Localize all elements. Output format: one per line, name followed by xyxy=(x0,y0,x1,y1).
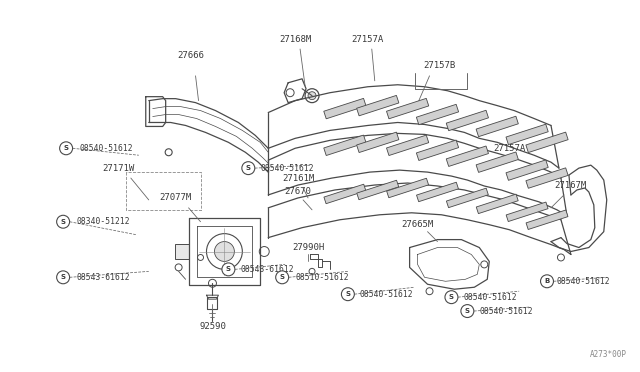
Text: 08340-51212: 08340-51212 xyxy=(76,217,130,226)
Circle shape xyxy=(60,142,72,155)
Circle shape xyxy=(222,263,235,276)
Text: 27157A: 27157A xyxy=(493,144,525,153)
Polygon shape xyxy=(506,160,548,180)
Text: S: S xyxy=(346,291,350,297)
Text: B: B xyxy=(545,278,550,284)
Text: 08540-51612: 08540-51612 xyxy=(479,307,533,315)
Text: 27171W: 27171W xyxy=(103,164,135,173)
Text: A273*00P: A273*00P xyxy=(589,350,627,359)
Polygon shape xyxy=(387,135,429,155)
Text: 08540-51612: 08540-51612 xyxy=(360,290,413,299)
Polygon shape xyxy=(324,184,366,204)
Polygon shape xyxy=(356,95,399,116)
Text: S: S xyxy=(449,294,454,300)
Text: S: S xyxy=(226,266,231,272)
Circle shape xyxy=(341,288,355,301)
Text: S: S xyxy=(280,274,285,280)
Circle shape xyxy=(308,92,316,100)
Polygon shape xyxy=(417,140,459,160)
Text: 27670: 27670 xyxy=(285,187,312,196)
Text: 08543-61612: 08543-61612 xyxy=(76,273,130,282)
Text: 27167M: 27167M xyxy=(555,180,587,189)
Polygon shape xyxy=(356,132,399,153)
Text: 27990H: 27990H xyxy=(292,243,324,252)
Text: 08540-51612: 08540-51612 xyxy=(260,164,314,173)
Circle shape xyxy=(445,291,458,304)
Polygon shape xyxy=(506,202,548,222)
Polygon shape xyxy=(387,98,429,119)
Polygon shape xyxy=(417,182,458,202)
Circle shape xyxy=(276,271,289,284)
Text: S: S xyxy=(61,274,66,280)
Text: 27168M: 27168M xyxy=(279,35,311,44)
Text: 92590: 92590 xyxy=(199,323,226,331)
Polygon shape xyxy=(356,180,399,200)
Polygon shape xyxy=(526,168,568,188)
Text: S: S xyxy=(465,308,470,314)
Polygon shape xyxy=(526,132,568,153)
Text: 27666: 27666 xyxy=(177,51,204,61)
Text: 27665M: 27665M xyxy=(401,220,434,229)
Circle shape xyxy=(461,305,474,318)
Text: 08543-61612: 08543-61612 xyxy=(241,265,294,274)
Polygon shape xyxy=(324,135,366,155)
Polygon shape xyxy=(526,210,568,230)
Text: 08510-51612: 08510-51612 xyxy=(295,273,349,282)
Circle shape xyxy=(57,271,70,284)
Polygon shape xyxy=(417,104,459,125)
Text: 27161M: 27161M xyxy=(282,174,314,183)
Circle shape xyxy=(214,241,234,262)
Text: 27157B: 27157B xyxy=(423,61,456,70)
Polygon shape xyxy=(446,110,488,131)
Polygon shape xyxy=(324,98,366,119)
Text: S: S xyxy=(61,219,66,225)
Polygon shape xyxy=(476,152,518,172)
Text: 08540-51612: 08540-51612 xyxy=(463,293,517,302)
Circle shape xyxy=(541,275,554,288)
Polygon shape xyxy=(476,194,518,214)
Circle shape xyxy=(242,162,255,174)
Polygon shape xyxy=(387,178,429,198)
Text: S: S xyxy=(63,145,68,151)
Polygon shape xyxy=(506,124,548,145)
Text: 27077M: 27077M xyxy=(159,193,192,202)
Text: S: S xyxy=(246,165,251,171)
Polygon shape xyxy=(446,146,488,166)
Text: 08540-51612: 08540-51612 xyxy=(557,277,611,286)
Text: 27157A: 27157A xyxy=(351,35,384,44)
Polygon shape xyxy=(476,116,518,137)
Polygon shape xyxy=(446,188,488,208)
Bar xyxy=(175,244,189,259)
Circle shape xyxy=(57,215,70,228)
Text: 08540-51612: 08540-51612 xyxy=(79,144,132,153)
